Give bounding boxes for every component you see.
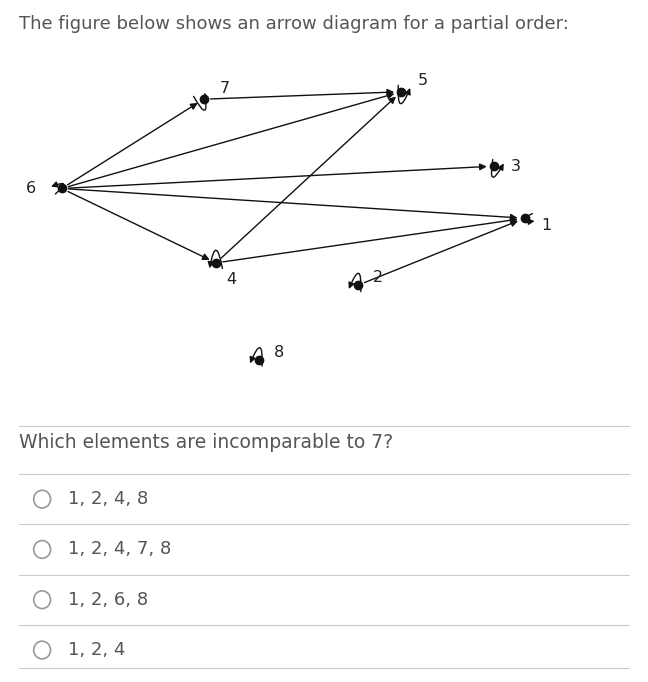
Text: 5: 5 [418, 73, 428, 88]
Text: Which elements are incomparable to 7?: Which elements are incomparable to 7? [19, 433, 393, 452]
Text: 7: 7 [220, 80, 230, 95]
Text: 4: 4 [226, 272, 237, 287]
Text: 1, 2, 6, 8: 1, 2, 6, 8 [68, 591, 148, 609]
Text: 3: 3 [511, 159, 520, 174]
Text: 1, 2, 4: 1, 2, 4 [68, 641, 126, 659]
Text: 1, 2, 4, 8: 1, 2, 4, 8 [68, 490, 148, 508]
Text: The figure below shows an arrow diagram for a partial order:: The figure below shows an arrow diagram … [19, 15, 570, 33]
Text: 1: 1 [541, 218, 551, 233]
Text: 6: 6 [26, 181, 36, 196]
Text: 1, 2, 4, 7, 8: 1, 2, 4, 7, 8 [68, 540, 171, 559]
Text: 8: 8 [274, 344, 284, 359]
Text: 2: 2 [373, 270, 383, 285]
